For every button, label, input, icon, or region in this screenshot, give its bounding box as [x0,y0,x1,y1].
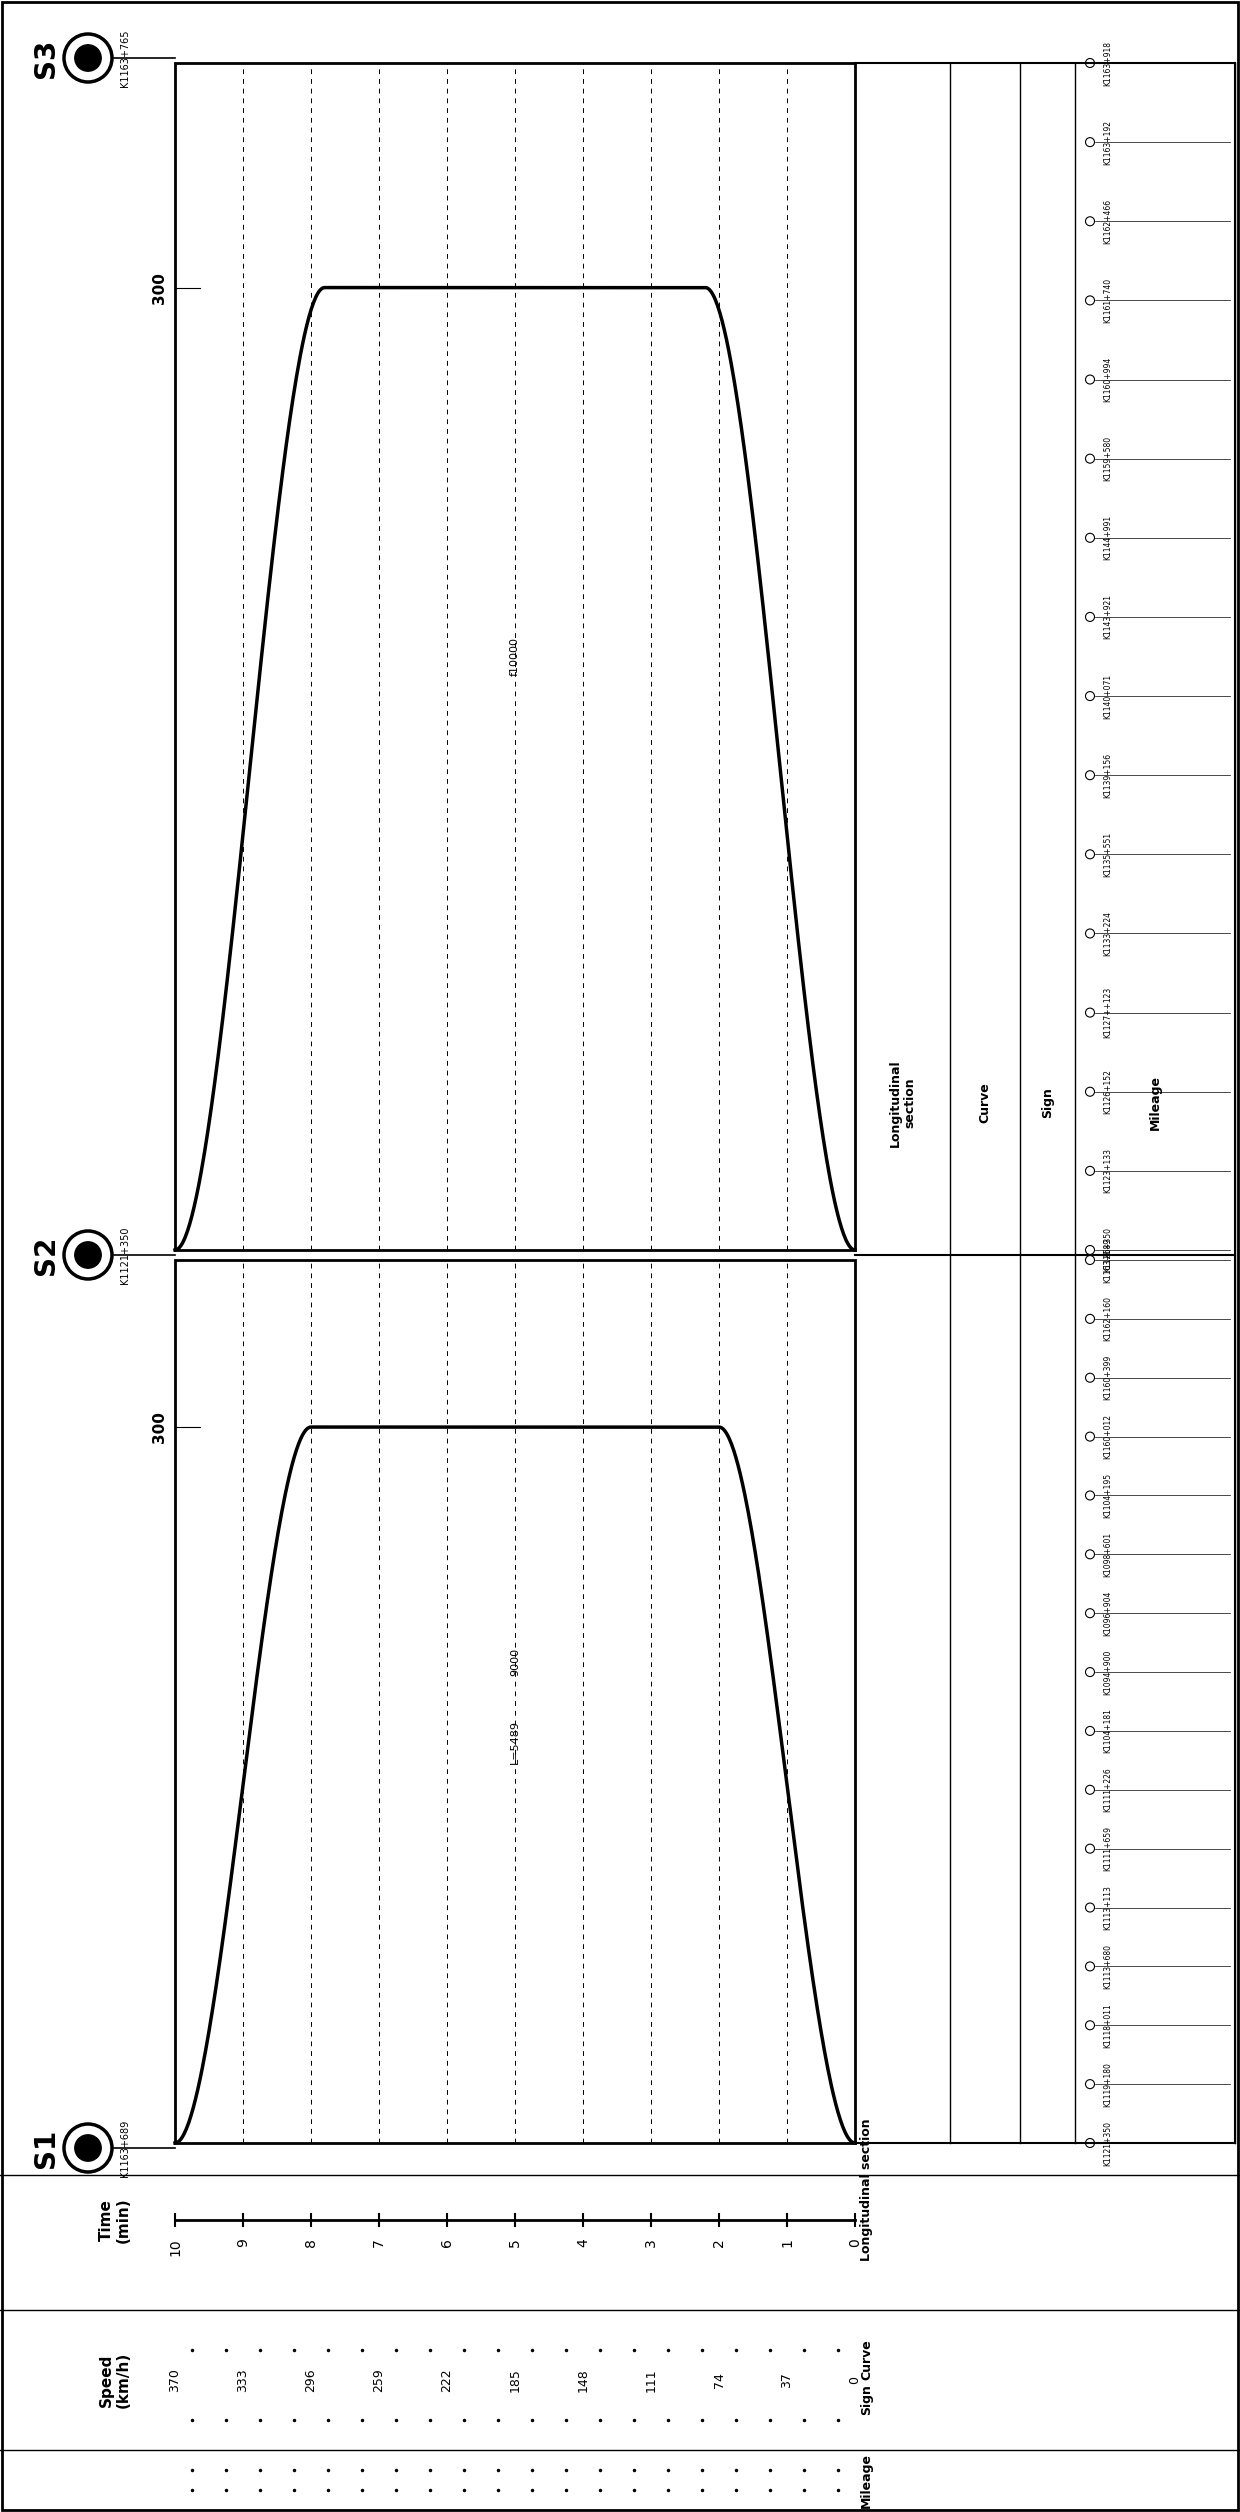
Text: K1161+740: K1161+740 [1104,279,1112,324]
Text: 259: 259 [372,2369,386,2391]
Text: 9000: 9000 [510,1648,520,1676]
Text: f10000: f10000 [510,638,520,676]
Text: K1104+181: K1104+181 [1104,1708,1112,1753]
Text: K1123+133: K1123+133 [1104,1148,1112,1193]
Text: K1140+071: K1140+071 [1104,673,1112,718]
Text: K1111+226: K1111+226 [1104,1768,1112,1811]
Text: K1163+918: K1163+918 [1104,40,1112,85]
Text: K1163+765: K1163+765 [120,30,130,88]
Text: K1163+689: K1163+689 [1104,1238,1112,1284]
Text: 1: 1 [780,2238,794,2246]
Text: K1162+160: K1162+160 [1104,1296,1112,1341]
Text: 185: 185 [508,2369,522,2391]
Text: 37: 37 [780,2371,794,2389]
Text: Mileage: Mileage [1148,1075,1162,1130]
Bar [175,1261,856,2143]
Text: K1104+195: K1104+195 [1104,1472,1112,1517]
Text: K1126+152: K1126+152 [1104,1070,1112,1115]
Text: Mileage: Mileage [861,2452,873,2507]
Circle shape [64,2125,112,2173]
Text: K1162+466: K1162+466 [1104,198,1112,244]
Bar [175,63,856,1251]
Circle shape [74,45,102,70]
Text: K1111+659: K1111+659 [1104,1826,1112,1871]
Text: L=5489: L=5489 [510,1721,520,1763]
Text: K1135+551: K1135+551 [1104,831,1112,877]
Text: 4: 4 [577,2238,590,2246]
Text: K1133+224: K1133+224 [1104,912,1112,957]
Text: Curve: Curve [861,2339,873,2381]
Text: 2: 2 [712,2238,725,2246]
Text: K1121+350: K1121+350 [120,1226,130,1284]
Text: 9: 9 [236,2238,250,2246]
Text: K1160+399: K1160+399 [1104,1354,1112,1399]
Circle shape [74,1241,102,1269]
Text: K1096+904: K1096+904 [1104,1590,1112,1635]
Text: 0: 0 [848,2238,862,2246]
Circle shape [64,35,112,83]
Text: 222: 222 [440,2369,454,2391]
Text: K1121+350: K1121+350 [1104,2120,1112,2165]
Text: Time
(min): Time (min) [99,2198,131,2243]
Text: 300: 300 [153,1412,167,1442]
Text: K1163+689: K1163+689 [120,2120,130,2175]
Text: 7: 7 [372,2238,386,2246]
Text: Longitudinal
section: Longitudinal section [889,1060,916,1148]
Text: Sign: Sign [1042,1088,1054,1118]
Text: K1094+900: K1094+900 [1104,1650,1112,1696]
Circle shape [74,2135,102,2160]
Text: 333: 333 [237,2369,249,2391]
Text: K1144+991: K1144+991 [1104,515,1112,560]
Circle shape [64,1231,112,1279]
Text: K1159+580: K1159+580 [1104,437,1112,482]
Text: K1160+994: K1160+994 [1104,357,1112,402]
Text: S1: S1 [32,2128,60,2168]
Text: Curve: Curve [978,1083,992,1123]
Text: 3: 3 [644,2238,658,2246]
Text: 370: 370 [169,2369,181,2391]
Text: 111: 111 [645,2369,657,2391]
Text: Speed
(km/h): Speed (km/h) [99,2351,131,2409]
Text: K1118+011: K1118+011 [1104,2002,1112,2047]
Text: Longitudinal section: Longitudinal section [861,2118,873,2261]
Text: 296: 296 [305,2369,317,2391]
Text: K1113+113: K1113+113 [1104,1884,1112,1929]
Text: K1119+180: K1119+180 [1104,2062,1112,2108]
Text: K1160+012: K1160+012 [1104,1414,1112,1459]
Text: 10: 10 [167,2238,182,2256]
Text: S3: S3 [32,38,60,78]
Text: 8: 8 [304,2238,317,2246]
Text: K1127++123: K1127++123 [1104,987,1112,1037]
Text: 0: 0 [848,2376,862,2384]
Text: K1098+601: K1098+601 [1104,1532,1112,1578]
Text: 6: 6 [440,2238,454,2246]
Text: K1121+350: K1121+350 [1104,1228,1112,1274]
Text: 5: 5 [508,2238,522,2246]
Text: K1143+921: K1143+921 [1104,595,1112,641]
Text: 74: 74 [713,2371,725,2389]
Text: Sign: Sign [861,2384,873,2417]
Text: S2: S2 [32,1236,60,1274]
Text: 300: 300 [153,271,167,304]
Text: K1113+680: K1113+680 [1104,1944,1112,1990]
Text: K1163+192: K1163+192 [1104,121,1112,166]
Text: 148: 148 [577,2369,589,2391]
Text: K1139+156: K1139+156 [1104,754,1112,799]
